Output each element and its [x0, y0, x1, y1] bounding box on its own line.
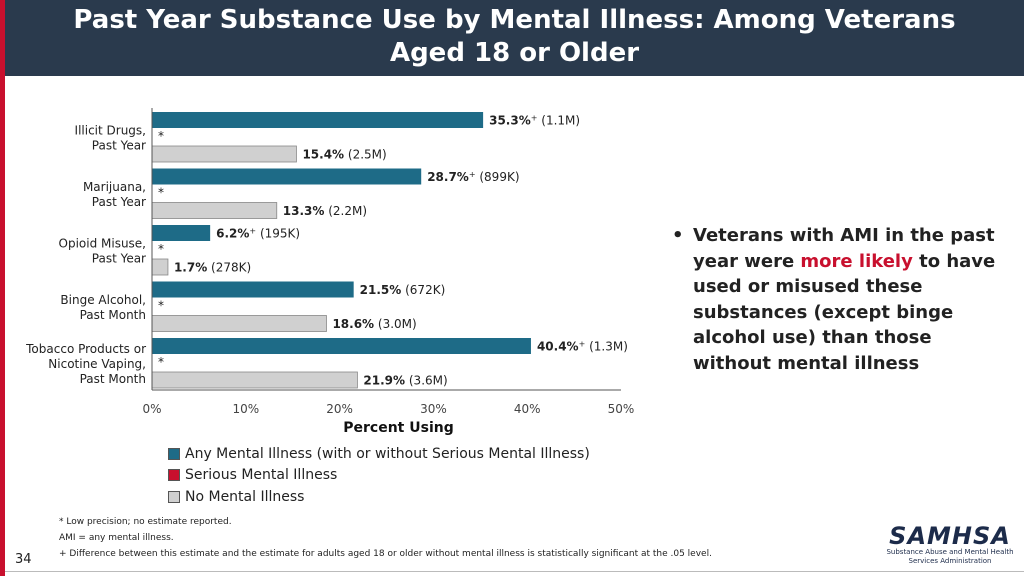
- data-label-serious-mental-illness: *: [158, 299, 164, 313]
- bullet-text-before: Veterans with AMI in the past year were: [693, 225, 995, 272]
- bar-any-mental-illness: [152, 338, 531, 354]
- x-tick-label: 0%: [142, 402, 161, 416]
- data-label-no-mental-illness: 1.7% (278K): [174, 261, 251, 275]
- bullet-text-after: to have used or misused these substances…: [693, 250, 996, 374]
- bullet-dot-icon: •: [672, 225, 684, 246]
- left-accent-bar: [0, 0, 5, 576]
- x-tick-label: 30%: [420, 402, 447, 416]
- data-label-serious-mental-illness: *: [158, 186, 164, 200]
- category-label: Opioid Misuse,: [59, 237, 147, 251]
- category-label: Past Month: [80, 308, 146, 322]
- category-label: Tobacco Products or: [25, 342, 146, 356]
- logo-wordmark: SAMHSA: [889, 522, 1011, 550]
- chart-legend: Any Mental Illness (with or without Seri…: [168, 443, 590, 508]
- footnote-ami-definition: AMI = any mental illness.: [59, 533, 174, 543]
- bullet-text: Veterans with AMI in the past year were …: [693, 223, 1003, 376]
- title-bar: Past Year Substance Use by Mental Illnes…: [5, 0, 1024, 76]
- x-axis-title: Percent Using: [343, 420, 453, 436]
- data-label-no-mental-illness: 15.4% (2.5M): [302, 148, 386, 162]
- category-label: Binge Alcohol,: [60, 293, 146, 307]
- legend-label: Serious Mental Illness: [185, 467, 338, 484]
- legend-item: No Mental Illness: [168, 486, 590, 508]
- category-label: Past Year: [92, 139, 146, 153]
- data-label-serious-mental-illness: *: [158, 355, 164, 369]
- samhsa-logo: SAMHSA Substance Abuse and Mental Health…: [880, 524, 1020, 566]
- category-label: Marijuana,: [83, 180, 146, 194]
- footnote-significance: + Difference between this estimate and t…: [59, 549, 712, 559]
- legend-label: Any Mental Illness (with or without Seri…: [185, 445, 590, 462]
- data-label-serious-mental-illness: *: [158, 242, 164, 256]
- footnote-low-precision: * Low precision; no estimate reported.: [59, 517, 232, 527]
- bar-no-mental-illness: [151, 258, 169, 276]
- legend-swatch: [168, 447, 180, 460]
- x-tick-label: 10%: [232, 402, 259, 416]
- footnotes: * Low precision; no estimate reported. A…: [59, 514, 712, 562]
- category-label: Past Year: [92, 252, 146, 266]
- data-label-no-mental-illness: 18.6% (3.0M): [332, 317, 416, 331]
- legend-swatch: [168, 469, 180, 482]
- legend-swatch: [168, 490, 180, 503]
- bar-no-mental-illness: [151, 315, 327, 332]
- x-tick-label: 20%: [326, 402, 353, 416]
- category-label: Illicit Drugs,: [75, 124, 146, 138]
- data-label-serious-mental-illness: *: [158, 129, 164, 143]
- bottom-divider: [5, 571, 1024, 572]
- legend-item: Serious Mental Illness: [168, 465, 590, 487]
- category-label: Past Year: [92, 195, 146, 209]
- data-label-no-mental-illness: 13.3% (2.2M): [283, 204, 367, 218]
- logo-subtitle: Substance Abuse and Mental Health Servic…: [886, 548, 1014, 565]
- bar-any-mental-illness: [152, 225, 211, 241]
- category-label: Past Month: [80, 372, 146, 386]
- legend-item: Any Mental Illness (with or without Seri…: [168, 443, 590, 465]
- bullet-text-emphasis: more likely: [800, 250, 913, 272]
- data-label-no-mental-illness: 21.9% (3.6M): [363, 374, 447, 388]
- slide-title: Past Year Substance Use by Mental Illnes…: [73, 5, 956, 68]
- data-label-any-mental-illness: 21.5% (672K): [360, 283, 446, 297]
- bar-no-mental-illness: [151, 145, 297, 163]
- bar-no-mental-illness: [151, 202, 278, 219]
- category-label: Nicotine Vaping,: [48, 357, 146, 371]
- data-label-any-mental-illness: 28.7%+ (899K): [427, 170, 519, 184]
- bar-any-mental-illness: [152, 168, 422, 185]
- bar-any-mental-illness: [152, 112, 484, 128]
- bar-no-mental-illness: [151, 371, 358, 389]
- data-label-any-mental-illness: 35.3%+ (1.1M): [489, 114, 580, 128]
- page-number: 34: [15, 552, 32, 567]
- x-tick-label: 40%: [514, 402, 541, 416]
- legend-label: No Mental Illness: [185, 488, 305, 505]
- bar-any-mental-illness: [152, 281, 354, 298]
- data-label-any-mental-illness: 6.2%+ (195K): [216, 227, 300, 241]
- data-label-any-mental-illness: 40.4%+ (1.3M): [537, 340, 628, 354]
- x-tick-label: 50%: [608, 402, 635, 416]
